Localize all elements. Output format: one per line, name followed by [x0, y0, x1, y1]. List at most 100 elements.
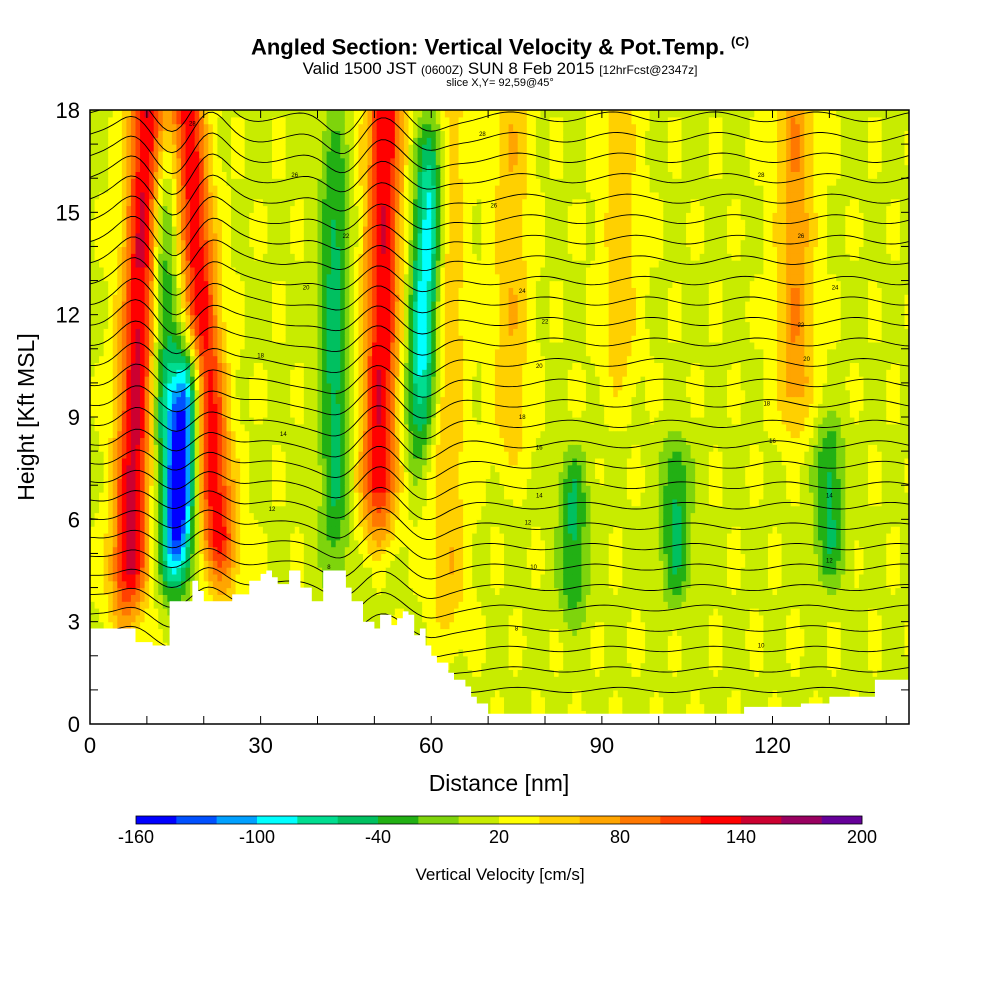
velocity-cell: [158, 144, 164, 152]
velocity-cell: [112, 130, 118, 138]
velocity-cell: [312, 253, 319, 261]
velocity-cell: [185, 287, 191, 295]
velocity-cell: [144, 382, 150, 391]
velocity-cell: [272, 130, 278, 138]
velocity-cell: [253, 417, 259, 425]
velocity-cell: [285, 403, 291, 411]
velocity-cell: [326, 362, 332, 370]
velocity-cell: [335, 519, 341, 527]
velocity-cell: [212, 389, 218, 398]
velocity-cell: [171, 560, 178, 568]
velocity-cell: [176, 178, 182, 186]
velocity-cell: [308, 423, 314, 432]
velocity-cell: [244, 301, 250, 309]
velocity-cell: [153, 301, 159, 309]
velocity-cell: [262, 328, 269, 336]
velocity-cell: [108, 580, 114, 589]
velocity-cell: [285, 348, 291, 357]
velocity-cell: [276, 532, 282, 541]
velocity-cell: [240, 253, 246, 261]
velocity-cell: [208, 492, 214, 500]
velocity-cell: [221, 376, 228, 384]
velocity-cell: [140, 219, 146, 227]
velocity-cell: [94, 110, 100, 118]
velocity-cell: [162, 253, 168, 261]
velocity-cell: [199, 328, 205, 336]
velocity-cell: [258, 280, 264, 288]
velocity-cell: [285, 157, 291, 166]
velocity-cell: [253, 464, 259, 473]
velocity-cell: [185, 560, 191, 568]
velocity-cell: [158, 410, 164, 418]
velocity-cell: [117, 444, 123, 452]
velocity-cell: [217, 369, 223, 377]
velocity-cell: [303, 185, 309, 193]
velocity-cell: [194, 355, 200, 364]
velocity-cell: [149, 355, 155, 364]
velocity-cell: [126, 553, 132, 561]
velocity-cell: [240, 273, 246, 282]
velocity-cell: [244, 423, 250, 432]
velocity-cell: [117, 253, 123, 261]
velocity-cell: [212, 157, 218, 166]
velocity-cell: [103, 307, 109, 316]
velocity-cell: [171, 212, 178, 220]
velocity-cell: [112, 157, 118, 166]
velocity-cell: [231, 396, 237, 404]
velocity-cell: [90, 253, 96, 261]
velocity-cell: [317, 232, 323, 241]
velocity-cell: [253, 164, 259, 172]
velocity-cell: [217, 560, 223, 568]
velocity-cell: [331, 130, 337, 138]
velocity-cell: [144, 614, 150, 623]
velocity-cell: [194, 225, 200, 234]
velocity-cell: [308, 335, 314, 343]
velocity-cell: [149, 539, 155, 548]
velocity-cell: [335, 423, 341, 432]
velocity-cell: [162, 389, 168, 398]
velocity-cell: [103, 519, 109, 527]
velocity-cell: [153, 355, 159, 364]
velocity-cell: [130, 232, 137, 241]
velocity-cell: [231, 191, 237, 200]
velocity-cell: [231, 519, 237, 527]
velocity-cell: [317, 185, 323, 193]
velocity-cell: [130, 198, 137, 207]
velocity-cell: [226, 123, 232, 132]
velocity-cell: [153, 205, 159, 213]
velocity-cell: [190, 335, 196, 343]
velocity-cell: [90, 553, 96, 561]
velocity-cell: [226, 328, 232, 336]
velocity-cell: [262, 532, 269, 541]
velocity-cell: [153, 150, 159, 159]
velocity-cell: [244, 287, 250, 295]
velocity-cell: [185, 164, 191, 172]
velocity-cell: [231, 335, 237, 343]
velocity-cell: [308, 116, 314, 125]
velocity-cell: [308, 560, 314, 568]
velocity-cell: [108, 130, 114, 138]
velocity-cell: [185, 150, 191, 159]
velocity-cell: [212, 301, 218, 309]
velocity-cell: [240, 464, 246, 473]
velocity-cell: [121, 266, 127, 275]
velocity-cell: [253, 573, 259, 582]
velocity-cell: [285, 498, 291, 507]
velocity-cell: [158, 219, 164, 227]
velocity-cell: [221, 273, 228, 282]
velocity-cell: [158, 110, 164, 118]
velocity-cell: [171, 355, 178, 364]
velocity-cell: [203, 328, 209, 336]
velocity-cell: [262, 341, 269, 350]
velocity-cell: [117, 178, 123, 186]
velocity-cell: [190, 219, 196, 227]
velocity-cell: [112, 137, 118, 145]
velocity-cell: [181, 198, 187, 207]
velocity-cell: [130, 239, 137, 248]
velocity-cell: [335, 464, 341, 473]
velocity-cell: [167, 137, 173, 145]
velocity-cell: [171, 164, 178, 172]
velocity-cell: [153, 348, 159, 357]
velocity-cell: [272, 498, 278, 507]
velocity-cell: [112, 178, 118, 186]
